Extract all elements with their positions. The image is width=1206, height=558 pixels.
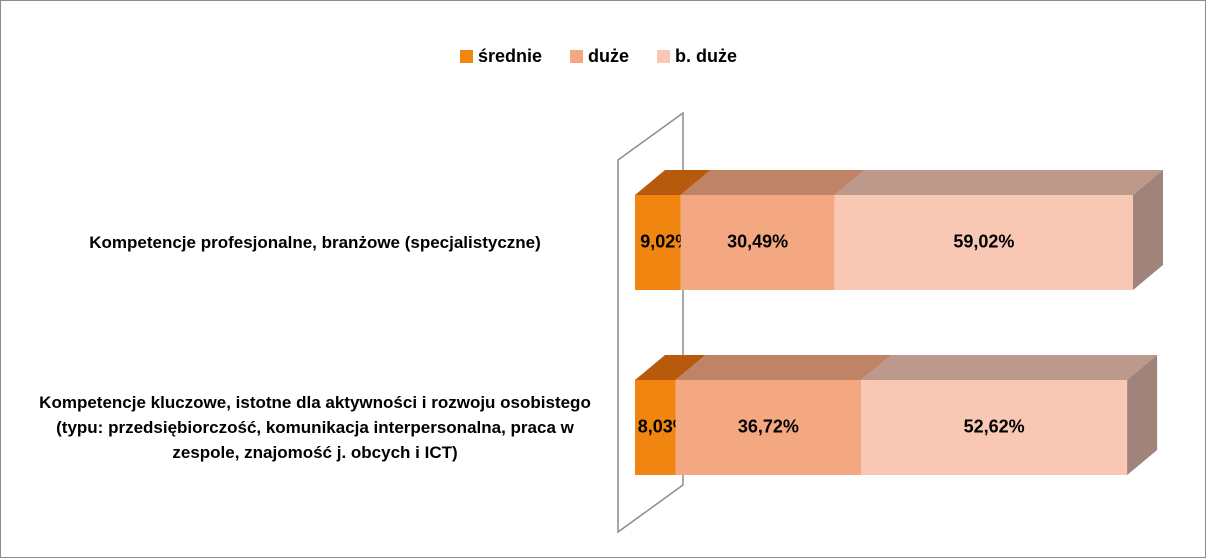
legend-swatch — [570, 50, 584, 63]
bar-top — [635, 170, 711, 195]
legend: średnie duże b. duże — [460, 46, 737, 66]
data-label: 59,02% — [953, 231, 1014, 251]
bar — [635, 195, 681, 290]
bar-side — [1127, 355, 1158, 475]
data-label: 30,49% — [727, 231, 788, 251]
bar — [635, 380, 676, 475]
bar — [675, 380, 862, 475]
legend-label: duże — [588, 46, 629, 66]
legend-swatch — [657, 50, 671, 63]
data-label: 9,02% — [640, 231, 691, 251]
bar — [834, 195, 1133, 290]
category-label: Kompetencje profesjonalne, branżowe (spe… — [89, 233, 541, 252]
bar-top — [635, 355, 706, 380]
bar-top — [861, 355, 1158, 380]
legend-label: b. duże — [675, 46, 737, 66]
bar — [861, 380, 1128, 475]
data-label: 52,62% — [964, 416, 1025, 436]
bar-side — [1133, 170, 1163, 290]
category-label: Kompetencje kluczowe, istotne dla aktywn… — [39, 393, 591, 462]
legend-label: średnie — [478, 46, 542, 66]
bar-top — [680, 170, 865, 195]
bar — [680, 195, 835, 290]
legend-swatch — [460, 50, 473, 63]
bar-top — [675, 355, 892, 380]
bar-top — [834, 170, 1163, 195]
wall — [617, 111, 684, 534]
data-label: 36,72% — [738, 416, 799, 436]
